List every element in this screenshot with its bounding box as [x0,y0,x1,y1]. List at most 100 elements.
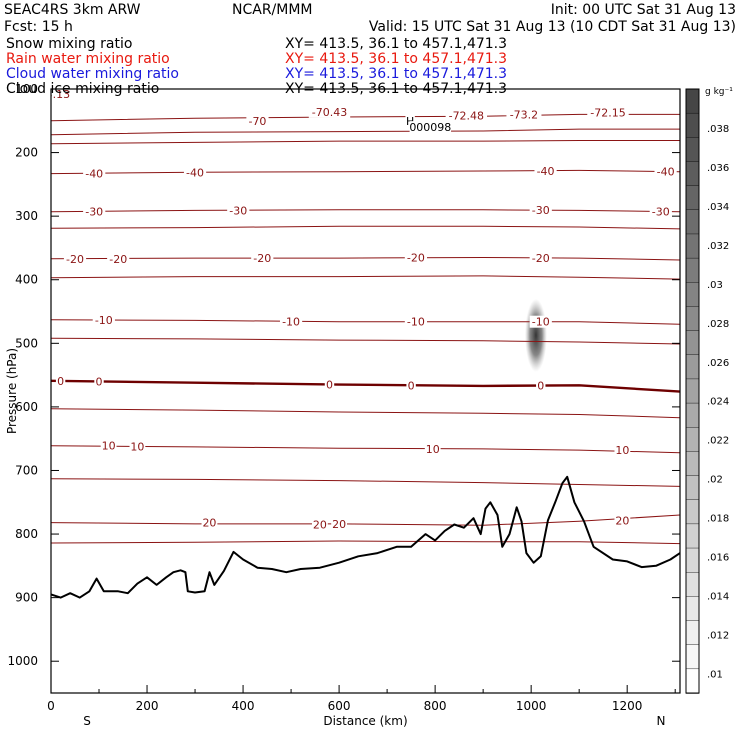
x-tick-label: 0 [47,699,55,713]
colorbar-swatch [685,137,700,163]
y-tick-label: 100 [15,82,38,96]
contour-label-bg [404,251,428,264]
colorbar-tick-label: .024 [707,397,729,408]
contour-label-bg [614,444,631,457]
colorbar-swatch [685,112,700,139]
y-tick-label: 900 [15,591,38,605]
contour-label-bg [614,514,631,527]
colorbar-swatch [685,282,700,308]
contour-label-bg [424,442,441,455]
contour-label: -73.2 [510,108,538,121]
contour-label: -40 [657,166,675,179]
colorbar-swatch [685,523,700,549]
contour-label: 20 [332,518,346,531]
y-tick-label: 200 [15,146,38,160]
contour-label: -70 [248,115,266,128]
contour-label: 10 [615,444,629,457]
contour-label: -20 [407,251,425,264]
header-init: Init: 00 UTC Sat 31 Aug 13 [550,2,736,18]
contour-label: 0 [326,379,333,392]
contour-label: 0 [57,375,64,388]
contour-label-bg [405,114,415,127]
header-valid: Valid: 15 UTC Sat 31 Aug 13 (10 CDT Sat … [368,19,736,35]
colorbar-swatch [685,88,700,114]
isotherm-line [51,379,680,393]
contour-label: -30 [229,204,247,217]
field-xy-rain: XY= 413.5, 36.1 to 457.1,471.3 [285,51,508,67]
colorbar-swatch [685,572,700,598]
y-tick-label: 500 [15,336,38,350]
field-xy-cloud-ice: XY= 413.5, 36.1 to 457.1,471.3 [285,81,508,97]
contour-label: 0 [408,379,415,392]
colorbar-tick-label: .03 [707,280,723,291]
contour-label-bg [529,203,552,216]
colorbar-tick-label: .026 [707,358,729,369]
header-center: NCAR/MMM [232,2,313,18]
isotherm-line [51,128,680,136]
x-tick-label: 1200 [612,699,643,713]
contour-label-bg [506,108,542,121]
colorbar-swatch [685,330,700,356]
plot-frame [50,88,681,694]
field-name-snow: Snow mixing ratio [6,36,133,52]
contour-label-bg [83,167,106,180]
x-tick-label: 800 [424,699,447,713]
colorbar-swatch [685,185,700,211]
contour-label-bg [51,89,74,101]
isotherm-line [51,140,680,145]
contour-label-bg [94,375,104,388]
x-tick-label: 600 [328,699,351,713]
contour-label: -72.15 [590,107,625,120]
isotherm-line [51,445,680,454]
field-xy-snow: XY= 413.5, 36.1 to 457.1,471.3 [285,36,508,52]
colorbar-swatch [685,427,700,453]
colorbar-tick-label: .01 [707,670,723,681]
contour-label-bg [311,518,328,531]
colorbar-tick-label: .036 [707,163,729,174]
isotherm-line [51,514,680,526]
y-axis-label: Pressure (hPa) [5,348,19,434]
contour-label-bg [107,252,130,265]
contour-label-bg [409,121,452,134]
contour-label: 20 [313,519,327,532]
isotherm-line [51,337,680,345]
contour-label-bg [246,114,269,127]
colorbar-frame [685,88,700,694]
colorbar-swatch [685,402,700,428]
colorbar-tick-label: .034 [707,202,729,213]
shaded-mixing-ratio-region [524,298,547,372]
contour-label: -20 [532,252,550,265]
contour-label: 10 [426,443,440,456]
contour-label-bg [404,315,428,328]
isotherm-line [51,275,680,280]
contour-label: -20 [253,252,271,265]
contour-label: -72.48 [449,110,484,123]
y-tick-label: 700 [15,463,38,477]
x-tick-label: 1000 [516,699,547,713]
header-model: SEAC4RS 3km ARW [4,2,141,18]
y-tick-label: 1000 [7,654,38,668]
isotherm-line [51,209,680,213]
contour-label: -40 [537,165,555,178]
colorbar-tick-label: .012 [707,631,729,642]
x-axis-label: Distance (km) [323,714,407,728]
colorbar-tick-label: .022 [707,436,729,447]
contour-label-bg [83,205,106,218]
x-tick-label: 400 [232,699,255,713]
contour-label-bg [534,165,557,178]
y-tick-label: 300 [15,209,38,223]
colorbar-swatch [685,644,700,670]
contour-label-bg [587,106,629,119]
contour-label-bg [183,166,207,179]
contour-label: 20 [202,517,216,530]
colorbar-tick-label: .038 [707,124,729,135]
contour-label-bg [529,252,552,265]
colorbar-swatch [685,354,700,380]
isotherm-line [51,478,680,487]
colorbar-tick-label: .02 [707,475,723,486]
colorbar-tick-label: .016 [707,553,729,564]
colorbar-swatch [685,499,700,525]
y-tick-label: 800 [15,527,38,541]
colorbar-swatch [685,547,700,573]
